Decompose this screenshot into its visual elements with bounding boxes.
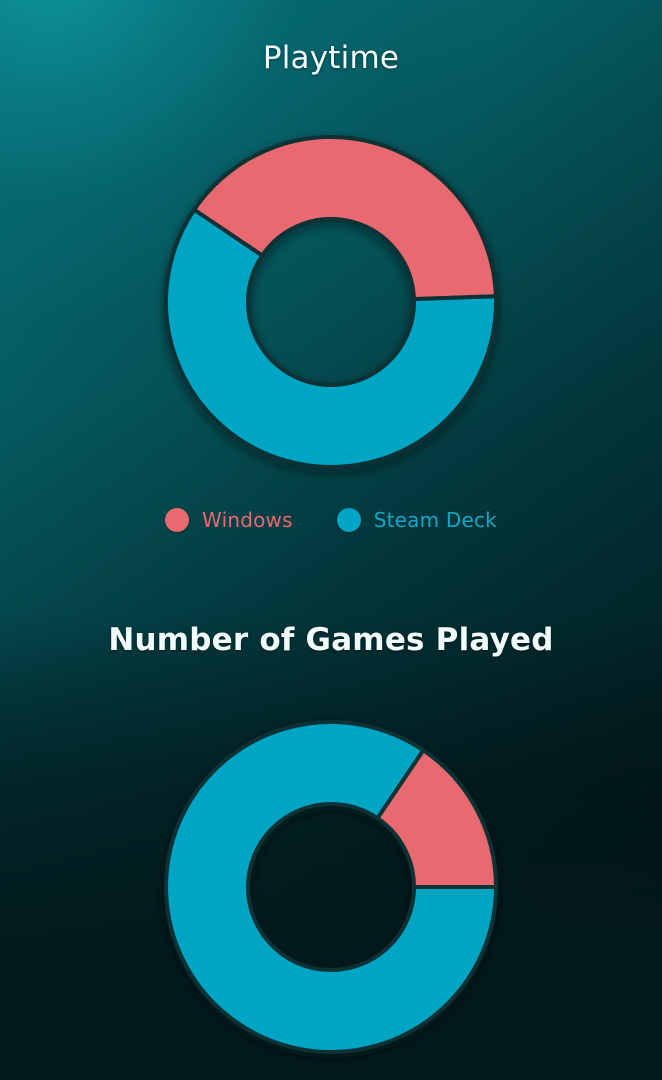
page-title-playtime: Playtime: [262, 40, 400, 76]
legend-item-steamdeck[interactable]: Steam Deck: [336, 508, 497, 532]
donut-slice-games-windows[interactable]: [375, 748, 498, 889]
legend-swatch-steamdeck-icon: [336, 508, 361, 532]
donut-slice-games-steamdeck[interactable]: [164, 720, 498, 1054]
legend-item-windows[interactable]: Windows: [165, 508, 293, 532]
legend-label-windows: Windows: [202, 508, 293, 532]
donut-chart-games-played-svg: [164, 720, 498, 1054]
donut-slice-playtime-windows[interactable]: [192, 135, 498, 302]
donut-slice-playtime-steamdeck[interactable]: [164, 207, 498, 469]
page-title-games-played: Number of Games Played: [108, 622, 554, 658]
donut-1-slices: [164, 135, 498, 469]
legend-label-steamdeck: Steam Deck: [373, 508, 497, 532]
chart-legend: Windows Steam Deck: [0, 508, 662, 532]
legend-swatch-windows-icon: [165, 508, 190, 532]
donut-chart-games-played: [0, 703, 662, 1080]
donut-chart-playtime-svg: [164, 135, 498, 469]
donut-chart-playtime: [0, 118, 662, 488]
donut-2-slices: [164, 720, 498, 1054]
